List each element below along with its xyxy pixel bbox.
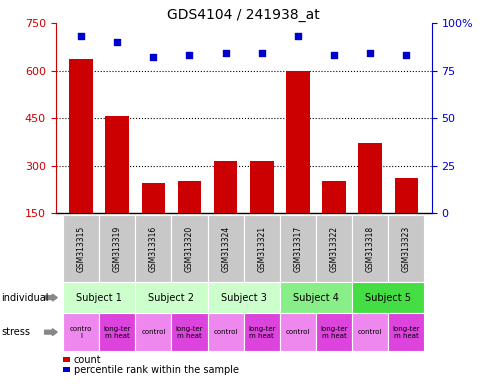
Point (185, 52, 193, 58)
Text: control: control (285, 329, 309, 335)
Text: GSM313317: GSM313317 (293, 225, 302, 272)
Text: GSM313316: GSM313316 (149, 225, 157, 272)
Bar (178, 182, 201, 213)
Text: control: control (357, 329, 381, 335)
Text: Subject 5: Subject 5 (364, 293, 410, 303)
Bar (141, 183, 165, 213)
Text: GSM313322: GSM313322 (329, 225, 338, 272)
Bar (322, 182, 345, 213)
Text: stress: stress (1, 327, 30, 337)
Title: GDS4104 / 241938_at: GDS4104 / 241938_at (167, 8, 319, 22)
Point (113, 39, 121, 45)
Text: long-ter
m heat: long-ter m heat (247, 326, 275, 339)
Text: percentile rank within the sample: percentile rank within the sample (74, 365, 238, 375)
Text: long-ter
m heat: long-ter m heat (392, 326, 419, 339)
Point (77, 33, 85, 40)
Point (365, 50, 373, 56)
Text: Subject 2: Subject 2 (148, 293, 194, 303)
Text: control: control (213, 329, 237, 335)
Bar (394, 178, 417, 213)
Bar (105, 116, 129, 213)
Point (257, 50, 265, 56)
Point (149, 54, 157, 60)
Point (330, 52, 337, 58)
Bar (250, 161, 273, 213)
Text: GSM313323: GSM313323 (401, 225, 410, 272)
Text: contro
l: contro l (70, 326, 92, 339)
Text: Subject 4: Subject 4 (292, 293, 338, 303)
Text: count: count (74, 355, 101, 365)
Text: control: control (141, 329, 165, 335)
Text: GSM313324: GSM313324 (221, 225, 230, 272)
Text: long-ter
m heat: long-ter m heat (319, 326, 347, 339)
Text: GSM313321: GSM313321 (257, 225, 266, 272)
Text: Subject 1: Subject 1 (76, 293, 122, 303)
Point (402, 52, 409, 58)
Bar (358, 144, 381, 213)
Text: GSM313320: GSM313320 (184, 225, 194, 272)
Text: individual: individual (1, 293, 48, 303)
Text: long-ter
m heat: long-ter m heat (103, 326, 131, 339)
Text: GSM313315: GSM313315 (76, 225, 85, 272)
Point (293, 33, 301, 40)
Bar (286, 71, 309, 213)
Bar (69, 60, 92, 213)
Text: long-ter
m heat: long-ter m heat (175, 326, 203, 339)
Bar (213, 161, 237, 213)
Text: Subject 3: Subject 3 (220, 293, 266, 303)
Text: GSM313318: GSM313318 (365, 225, 374, 272)
Text: GSM313319: GSM313319 (112, 225, 121, 272)
Point (221, 50, 229, 56)
